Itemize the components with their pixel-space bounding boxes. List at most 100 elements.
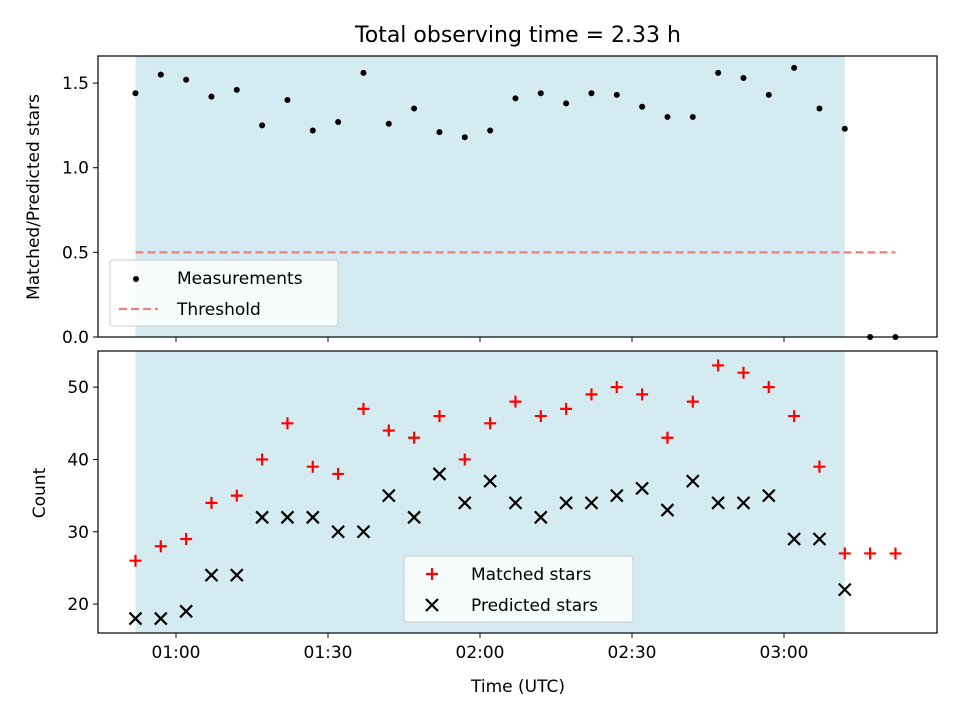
matched-stars-point (332, 467, 345, 480)
measurements-point (588, 90, 595, 97)
bottom-y-tick-label: 20 (67, 595, 89, 615)
predicted-stars-point (736, 496, 751, 510)
matched-stars-point (838, 547, 851, 560)
measurements-point (157, 71, 164, 78)
measurements-point (689, 113, 696, 120)
bottom-y-tick-label: 40 (67, 450, 89, 470)
predicted-stars-point (787, 532, 801, 546)
measurements-point (791, 64, 798, 71)
predicted-stars-point (179, 604, 193, 619)
measurements-point (360, 69, 367, 76)
measurements-legend-swatch (133, 276, 139, 282)
measurements-legend-label: Measurements (177, 269, 303, 289)
predicted-stars-point (812, 532, 827, 546)
x-tick-label: 02:30 (608, 643, 657, 663)
bottom-y-tick-label: 30 (67, 523, 89, 543)
measurements-point (461, 134, 468, 141)
matched-stars-legend-label: Matched stars (471, 565, 591, 585)
bottom-legend-box (403, 555, 634, 623)
matched-stars-point (661, 431, 674, 444)
matched-stars-point (230, 489, 243, 502)
predicted-stars-point (331, 524, 345, 539)
measurements-point (208, 93, 215, 100)
predicted-stars-point (255, 510, 269, 525)
predicted-stars-point (762, 488, 776, 503)
matched-stars-point (864, 547, 877, 560)
predicted-stars-legend-label: Predicted stars (471, 596, 598, 616)
matched-stars-point (560, 402, 573, 415)
measurements-point (816, 105, 823, 112)
predicted-stars-point (686, 474, 700, 488)
matched-stars-point (889, 547, 902, 560)
x-tick-label: 01:30 (304, 643, 353, 663)
top-axes-frame (97, 55, 938, 338)
matched-stars-point (534, 410, 547, 423)
predicted-stars-point (458, 496, 472, 510)
matched-stars-point (180, 533, 193, 545)
measurements-point (841, 125, 848, 132)
measurements-point (259, 122, 266, 129)
matched-stars-point (813, 460, 826, 473)
measurements-point (487, 127, 494, 134)
measurements-point (385, 120, 392, 127)
top-legend-box (109, 259, 339, 327)
predicted-stars-point (711, 496, 725, 510)
matched-stars-point (686, 395, 699, 408)
bottom-y-axis-label: Count (30, 467, 50, 518)
predicted-stars-point (635, 481, 649, 496)
x-tick-label: 03:00 (760, 643, 809, 663)
matched-stars-point (281, 417, 294, 430)
matched-stars-point (636, 388, 649, 401)
top-y-tick-label: 1.0 (62, 159, 89, 179)
matched-stars-point (129, 554, 142, 567)
predicted-stars-point (154, 611, 168, 626)
predicted-stars-point (382, 488, 396, 503)
matched-stars-point (458, 453, 471, 466)
matched-stars-point (585, 388, 598, 401)
measurements-point (309, 127, 316, 134)
matched-stars-point (610, 381, 623, 394)
predicted-stars-point (204, 568, 219, 582)
measurements-point (563, 100, 570, 107)
predicted-stars-point (660, 503, 675, 517)
measurements-point (740, 75, 747, 82)
measurements-point (411, 105, 418, 112)
predicted-stars-point (838, 582, 852, 597)
measurements-point (284, 97, 291, 104)
measurements-point (715, 69, 722, 76)
predicted-stars-point (306, 510, 320, 525)
chart-title: Total observing time = 2.33 h (354, 23, 681, 48)
top-panel: 0.0 0.5 1.0 1.5 Measurements Threshold (62, 55, 938, 348)
predicted-stars-point (584, 496, 599, 510)
matched-stars-point (256, 453, 269, 466)
predicted-stars-point (280, 510, 295, 525)
matched-stars-point (433, 410, 446, 423)
bottom-y-tick-label: 50 (67, 378, 89, 398)
measurements-point (664, 113, 671, 120)
matched-stars-point (484, 417, 497, 430)
matched-stars-point (154, 540, 167, 553)
matched-stars-point (408, 431, 421, 444)
measurements-point (233, 86, 240, 93)
matched-stars-point (788, 410, 801, 423)
predicted-stars-point (356, 524, 371, 539)
predicted-stars-point (128, 611, 143, 626)
measurements-point (613, 91, 620, 98)
predicted-stars-point (432, 467, 447, 481)
bottom-axes-frame (97, 350, 938, 634)
top-y-tick-label: 0.0 (62, 328, 89, 348)
measurements-point (335, 119, 342, 126)
predicted-stars-point (407, 510, 421, 525)
predicted-stars-point (534, 510, 548, 525)
predicted-stars-point (610, 488, 624, 503)
matched-stars-point (737, 366, 750, 379)
measurements-point (537, 90, 544, 97)
matched-stars-point (205, 496, 218, 509)
measurements-point (639, 103, 646, 110)
predicted-stars-point (559, 496, 573, 510)
x-axis-label: Time (UTC) (470, 677, 565, 697)
matched-stars-point (357, 402, 370, 415)
matched-stars-point (762, 381, 775, 394)
measurements-point (183, 76, 190, 83)
